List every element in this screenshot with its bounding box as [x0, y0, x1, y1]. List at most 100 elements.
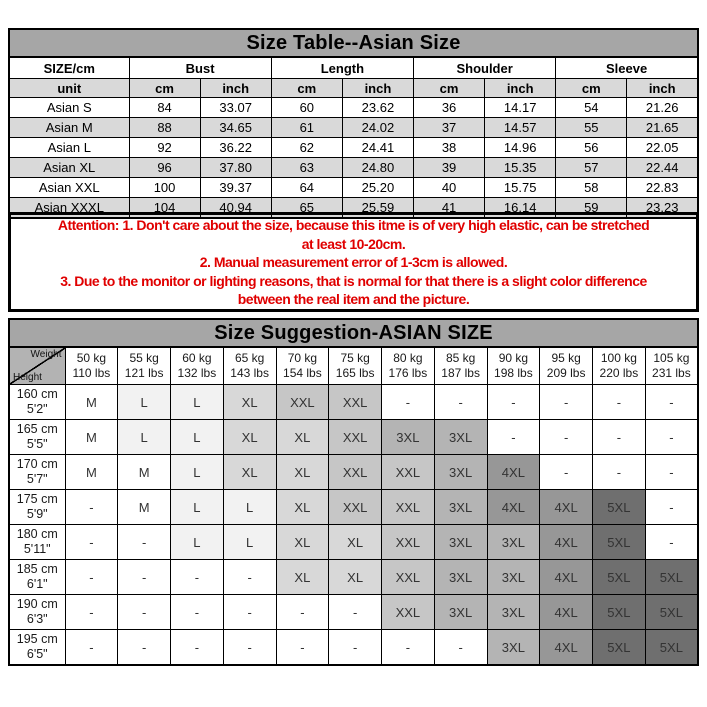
- group-header: Bust: [128, 56, 272, 79]
- weight-lbs: 143 lbs: [230, 366, 269, 380]
- weight-lbs: 154 lbs: [283, 366, 322, 380]
- suggested-size-cell: -: [117, 524, 171, 560]
- weight-kg: 85 kg: [445, 351, 476, 365]
- suggested-size-cell: -: [170, 629, 224, 666]
- suggested-size-cell: -: [222, 559, 277, 595]
- suggested-size-cell: -: [64, 524, 119, 560]
- measurement-cell: 14.57: [484, 117, 557, 138]
- height-ft: 6'5": [26, 647, 48, 661]
- suggested-size-cell: XXL: [328, 489, 382, 525]
- suggested-size-cell: L: [117, 419, 171, 455]
- suggested-size-cell: XXL: [328, 384, 382, 420]
- weight-header-cell: 65 kg 143 lbs: [222, 346, 277, 385]
- weight-header-cell: 55 kg 121 lbs: [117, 346, 171, 385]
- suggested-size-cell: -: [170, 559, 224, 595]
- suggested-size-cell: -: [117, 559, 171, 595]
- measurement-cell: 34.65: [199, 117, 272, 138]
- suggested-size-cell: 4XL: [539, 559, 593, 595]
- measurement-cell: 39.37: [199, 177, 272, 198]
- suggested-size-cell: XXL: [381, 594, 435, 630]
- suggested-size-cell: XL: [222, 419, 277, 455]
- height-header-cell: 170 cm 5'7": [8, 454, 66, 490]
- suggested-size-cell: XL: [275, 524, 330, 560]
- suggested-size-cell: -: [381, 384, 435, 420]
- attention-line: at least 10-20cm.: [301, 235, 406, 252]
- suggested-size-cell: 4XL: [486, 489, 541, 525]
- suggested-size-cell: M: [64, 384, 119, 420]
- weight-lbs: 165 lbs: [335, 366, 375, 380]
- unit-header: cm: [412, 78, 486, 98]
- height-ft: 6'3": [26, 612, 48, 626]
- size-label: Asian M: [8, 117, 130, 138]
- height-header-cell: 185 cm 6'1": [8, 559, 66, 595]
- suggested-size-cell: -: [486, 419, 541, 455]
- unit-header: cm: [128, 78, 201, 98]
- suggested-size-cell: 3XL: [433, 454, 488, 490]
- measurement-cell: 88: [128, 117, 201, 138]
- weight-header-cell: 50 kg 110 lbs: [64, 346, 119, 385]
- measurement-cell: 62: [270, 137, 343, 158]
- size-suggestion-table: Weight Height 50 kg 110 lbs 55 kg 121 lbs 60 k…: [8, 346, 699, 666]
- suggested-size-cell: -: [328, 629, 382, 666]
- height-header-cell: 165 cm 5'5": [8, 419, 66, 455]
- suggested-size-cell: XL: [222, 384, 277, 420]
- suggested-size-cell: -: [486, 384, 541, 420]
- measurement-cell: 21.65: [626, 117, 699, 138]
- suggested-size-cell: -: [539, 419, 593, 455]
- suggested-size-cell: 5XL: [644, 629, 699, 666]
- weight-header-row: Weight Height 50 kg 110 lbs 55 kg 121 lbs 60 k…: [8, 346, 699, 385]
- suggested-size-cell: 3XL: [486, 524, 541, 560]
- size-table-section: Size Table--Asian Size SIZE/cm Bust Length…: [8, 28, 699, 219]
- weight-header-cell: 70 kg 154 lbs: [275, 346, 330, 385]
- weight-kg: 55 kg: [129, 351, 159, 365]
- attention-line: between the real item and the picture.: [237, 291, 470, 308]
- suggested-size-cell: -: [64, 629, 119, 666]
- group-header: Sleeve: [555, 56, 699, 79]
- suggested-size-cell: 3XL: [433, 559, 488, 595]
- measurement-cell: 54: [555, 97, 628, 118]
- suggested-size-cell: XL: [275, 454, 330, 490]
- suggested-size-cell: 5XL: [592, 489, 646, 525]
- measurement-cell: 63: [270, 157, 343, 178]
- weight-header-cell: 85 kg 187 lbs: [433, 346, 488, 385]
- suggested-size-cell: -: [328, 594, 382, 630]
- suggested-size-cell: 3XL: [433, 419, 488, 455]
- suggested-size-cell: M: [117, 454, 171, 490]
- height-cm: 160 cm: [16, 387, 58, 401]
- measurement-cell: 15.75: [484, 177, 557, 198]
- suggested-size-cell: -: [170, 594, 224, 630]
- weight-lbs: 110 lbs: [72, 366, 111, 380]
- size-row: Asian L 92 36.22 62 24.41 38 14.96 56 22.05: [8, 137, 699, 158]
- unit-header: inch: [199, 78, 272, 98]
- measurement-cell: 36.22: [199, 137, 272, 158]
- size-row: Asian M 88 34.65 61 24.02 37 14.57 55 21.65: [8, 117, 699, 138]
- measurement-cell: 23.62: [341, 97, 415, 118]
- weight-header-cell: 95 kg 209 lbs: [539, 346, 593, 385]
- suggested-size-cell: L: [170, 419, 224, 455]
- height-header-cell: 180 cm 5'11": [8, 524, 66, 560]
- height-cm: 195 cm: [16, 632, 58, 646]
- suggested-size-cell: -: [644, 419, 699, 455]
- measurement-cell: 22.44: [626, 157, 699, 178]
- height-cm: 165 cm: [16, 422, 58, 436]
- weight-lbs: 176 lbs: [388, 366, 428, 380]
- height-ft: 5'5": [26, 437, 48, 451]
- measurement-cell: 33.07: [199, 97, 272, 118]
- weight-header-cell: 75 kg 165 lbs: [328, 346, 382, 385]
- weight-kg: 90 kg: [498, 351, 529, 365]
- header-row: SIZE/cm Bust Length Shoulder Sleeve: [8, 56, 699, 79]
- height-ft: 5'7": [26, 472, 48, 486]
- weight-lbs: 198 lbs: [494, 366, 533, 380]
- suggested-size-cell: 5XL: [644, 594, 699, 630]
- measurement-cell: 24.41: [341, 137, 415, 158]
- measurement-cell: 64: [270, 177, 343, 198]
- suggested-size-cell: L: [222, 524, 277, 560]
- measurement-cell: 61: [270, 117, 343, 138]
- weight-header-cell: 100 kg 220 lbs: [592, 346, 646, 385]
- weight-axis-label: Weight: [30, 349, 62, 360]
- measurement-cell: 56: [555, 137, 628, 158]
- suggested-size-cell: -: [644, 384, 699, 420]
- suggested-size-cell: XXL: [381, 489, 435, 525]
- suggested-size-cell: M: [64, 419, 119, 455]
- suggested-size-cell: -: [117, 594, 171, 630]
